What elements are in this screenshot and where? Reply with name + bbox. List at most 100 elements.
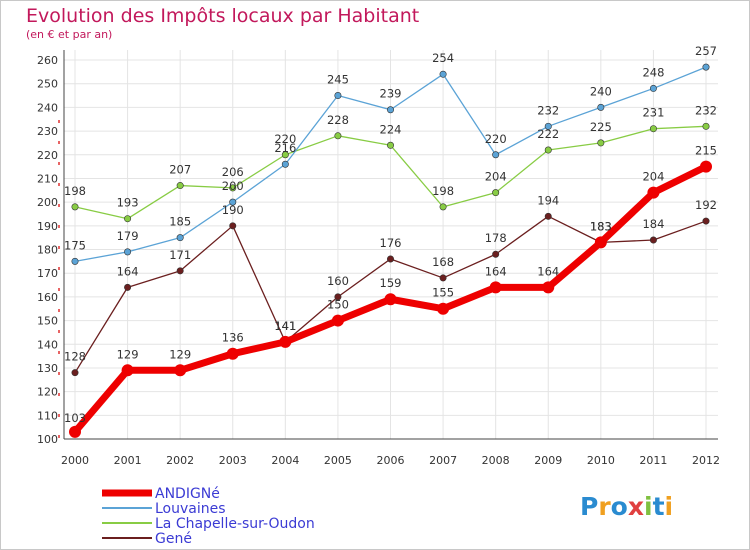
data-point <box>649 125 657 133</box>
data-point <box>176 182 184 190</box>
data-label: 183 <box>590 219 612 233</box>
data-point <box>594 236 607 249</box>
data-label: 198 <box>64 184 86 198</box>
data-point <box>439 274 447 282</box>
x-tick-label: 2005 <box>324 454 352 467</box>
data-label: 178 <box>485 231 507 245</box>
data-label: 129 <box>169 347 191 361</box>
x-tick-label: 2011 <box>639 454 667 467</box>
y-tick-label: 190 <box>37 220 58 233</box>
data-label: 129 <box>117 347 139 361</box>
y-tick-label: 250 <box>37 78 58 91</box>
data-label: 204 <box>642 170 664 184</box>
data-point <box>176 267 184 275</box>
data-label: 207 <box>169 163 191 177</box>
data-point <box>229 222 237 230</box>
data-point <box>702 122 710 130</box>
data-point <box>386 141 394 149</box>
data-point <box>334 132 342 140</box>
data-point <box>439 70 447 78</box>
data-label: 240 <box>590 84 612 98</box>
data-label: 164 <box>485 264 507 278</box>
data-point <box>229 184 237 192</box>
data-label: 200 <box>222 179 244 193</box>
data-label: 245 <box>327 73 349 87</box>
data-label: 224 <box>380 122 402 136</box>
data-label: 160 <box>327 274 349 288</box>
y-tick-label: 100 <box>37 433 58 446</box>
logo-letter: t <box>653 492 665 521</box>
y-tick-label: 150 <box>37 315 58 328</box>
data-label: 150 <box>327 298 349 312</box>
data-point <box>386 106 394 114</box>
data-point <box>492 151 500 159</box>
data-point <box>384 293 397 306</box>
data-label: 216 <box>274 141 296 155</box>
legend-label: ANDIGNé <box>155 486 220 502</box>
data-label: 192 <box>695 198 717 212</box>
x-tick-label: 2007 <box>429 454 457 467</box>
data-point <box>702 63 710 71</box>
data-point <box>281 151 289 159</box>
logo-letter: P <box>580 492 598 521</box>
data-point <box>386 255 394 263</box>
x-tick-label: 2004 <box>271 454 299 467</box>
data-point <box>124 215 132 223</box>
data-label: 164 <box>117 264 139 278</box>
data-point <box>649 84 657 92</box>
x-tick-label: 2010 <box>587 454 615 467</box>
data-label: 215 <box>695 144 717 158</box>
data-label: 220 <box>485 132 507 146</box>
data-point <box>544 146 552 154</box>
data-point <box>71 369 79 377</box>
data-label: 128 <box>64 350 86 364</box>
x-tick-label: 2009 <box>534 454 562 467</box>
data-point <box>331 314 344 327</box>
y-tick-label: 230 <box>37 125 58 138</box>
data-point <box>647 186 660 199</box>
y-tick-label: 180 <box>37 244 58 257</box>
x-tick-label: 2003 <box>219 454 247 467</box>
data-label: 231 <box>642 106 664 120</box>
data-label: 141 <box>274 319 296 333</box>
data-point <box>437 302 450 315</box>
logo-letter: x <box>628 492 644 521</box>
data-label: 222 <box>537 127 559 141</box>
x-tick-label: 2006 <box>377 454 405 467</box>
data-label: 175 <box>64 238 86 252</box>
data-point <box>121 364 134 377</box>
data-label: 164 <box>537 264 559 278</box>
data-point <box>334 92 342 100</box>
data-point <box>174 364 187 377</box>
data-point <box>439 203 447 211</box>
y-tick-label: 120 <box>37 386 58 399</box>
data-point <box>597 103 605 111</box>
data-label: 179 <box>117 229 139 243</box>
data-label: 185 <box>169 215 191 229</box>
data-point <box>124 248 132 256</box>
legend-label: La Chapelle-sur-Oudon <box>155 516 315 532</box>
data-label: 239 <box>380 87 402 101</box>
data-label: 168 <box>432 255 454 269</box>
data-point <box>702 217 710 225</box>
data-label: 103 <box>64 411 86 425</box>
logo-letter: r <box>598 492 611 521</box>
data-label: 248 <box>642 65 664 79</box>
y-tick-label: 160 <box>37 291 58 304</box>
chart-subtitle: (en € et par an) <box>26 28 113 41</box>
y-tick-label: 170 <box>37 267 58 280</box>
data-point <box>71 203 79 211</box>
data-label: 176 <box>380 236 402 250</box>
data-label: 159 <box>380 276 402 290</box>
data-point <box>542 281 555 294</box>
legend-label: Gené <box>155 531 192 547</box>
y-tick-label: 130 <box>37 362 58 375</box>
y-tick-label: 200 <box>37 196 58 209</box>
data-point <box>649 236 657 244</box>
data-label: 198 <box>432 184 454 198</box>
x-tick-label: 2012 <box>692 454 720 467</box>
data-point <box>597 139 605 147</box>
y-tick-label: 210 <box>37 172 58 185</box>
logo-letter: i <box>644 492 653 521</box>
